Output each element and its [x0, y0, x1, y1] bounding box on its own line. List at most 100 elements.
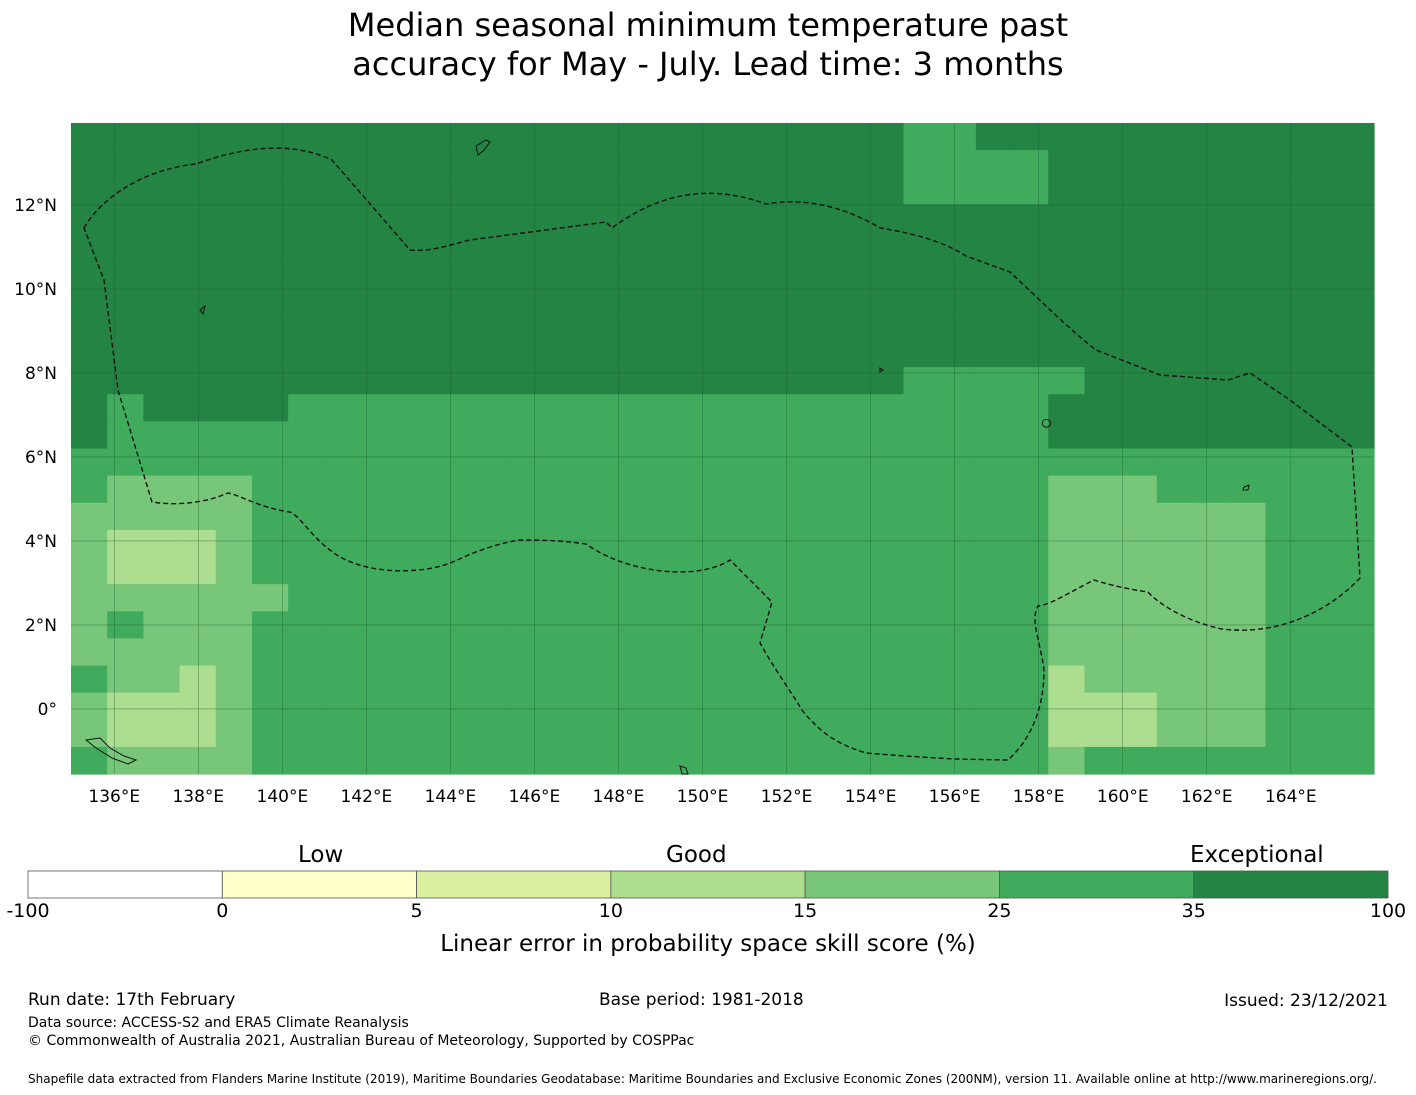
grid-cell [577, 367, 615, 395]
grid-cell [1229, 421, 1267, 450]
grid-cell [975, 529, 1013, 558]
grid-cell [288, 584, 325, 612]
grid-cell [867, 746, 905, 775]
grid-cell [469, 340, 506, 368]
grid-cell [1084, 746, 1122, 775]
grid-cell [975, 584, 1013, 612]
grid-cell [1120, 123, 1158, 151]
grid-cell [541, 448, 579, 477]
grid-cell [975, 394, 1013, 422]
grid-cell [1301, 475, 1339, 504]
grid-cell [1265, 475, 1303, 504]
colorbar-tick-label: -100 [6, 900, 50, 922]
grid-cell [758, 584, 796, 612]
grid-cell [903, 285, 941, 314]
grid-cell [541, 258, 579, 287]
grid-cell [432, 584, 470, 612]
grid-cell [288, 231, 325, 260]
colorbar-segment [999, 870, 1195, 899]
grid-cell [758, 394, 796, 422]
grid-cell [1265, 557, 1303, 585]
grid-cell [396, 475, 434, 504]
grid-cell [469, 557, 506, 585]
grid-cell [71, 367, 108, 395]
grid-cell [903, 746, 941, 775]
grid-cell [324, 285, 362, 314]
grid-cell [1120, 719, 1158, 748]
grid-cell [867, 367, 905, 395]
grid-cell [505, 746, 543, 775]
grid-cell [1265, 367, 1303, 395]
grid-cell [1156, 502, 1194, 531]
grid-cell [686, 258, 724, 287]
grid-cell [288, 665, 325, 694]
grid-cell [324, 394, 362, 422]
grid-cell [1337, 421, 1375, 450]
grid-cell [469, 312, 506, 341]
grid-cell [1229, 746, 1267, 775]
grid-cell [324, 312, 362, 341]
grid-cell [1120, 529, 1158, 558]
grid-cell [975, 231, 1013, 260]
grid-cell [1229, 150, 1267, 178]
grid-cell [288, 719, 325, 748]
grid-cell [867, 502, 905, 531]
grid-cell [903, 123, 941, 151]
grid-cell [541, 529, 579, 558]
grid-cell [903, 421, 941, 450]
grid-cell [939, 150, 977, 178]
grid-cell [324, 340, 362, 368]
grid-cell [541, 475, 579, 504]
grid-cell [686, 204, 724, 233]
grid-cell [1120, 692, 1158, 721]
grid-cell [541, 502, 579, 531]
grid-cell [1265, 258, 1303, 287]
grid-cell [143, 638, 181, 667]
grid-cell [867, 692, 905, 721]
grid-cell [215, 584, 253, 612]
grid-cell [469, 258, 506, 287]
grid-cell [1012, 177, 1049, 205]
grid-cell [1301, 665, 1339, 694]
grid-cell [975, 448, 1013, 477]
grid-cell [541, 692, 579, 721]
grid-cell [288, 692, 325, 721]
grid-cell [215, 746, 253, 775]
grid-cell [686, 123, 724, 151]
grid-cell [686, 665, 724, 694]
grid-cell [794, 448, 832, 477]
grid-cell [903, 638, 941, 667]
x-tick-label: 146°E [509, 787, 561, 807]
grid-cell [722, 394, 760, 422]
grid-cell [1120, 638, 1158, 667]
grid-cell [505, 638, 543, 667]
grid-cell [1193, 123, 1230, 151]
grid-cell [324, 719, 362, 748]
grid-cell [251, 150, 289, 178]
grid-cell [867, 150, 905, 178]
x-tick-label: 164°E [1265, 787, 1317, 807]
grid-cell [722, 150, 760, 178]
grid-cell [794, 529, 832, 558]
y-tick-label: 4°N [25, 532, 57, 552]
grid-cell [867, 123, 905, 151]
grid-cell [686, 529, 724, 558]
grid-cell [71, 638, 108, 667]
grid-cell [577, 421, 615, 450]
grid-cell [1193, 231, 1230, 260]
grid-cell [251, 394, 289, 422]
grid-cell [251, 367, 289, 395]
x-tick-label: 162°E [1181, 787, 1233, 807]
grid-cell [71, 285, 108, 314]
grid-cell [831, 312, 868, 341]
grid-cell [215, 692, 253, 721]
y-tick-label: 10°N [14, 280, 57, 300]
grid-cell [251, 584, 289, 612]
grid-cell [1084, 367, 1122, 395]
grid-cell [758, 204, 796, 233]
grid-cell [650, 231, 687, 260]
grid-cell [396, 340, 434, 368]
grid-cell [71, 529, 108, 558]
grid-cell [722, 177, 760, 205]
grid-cell [396, 150, 434, 178]
